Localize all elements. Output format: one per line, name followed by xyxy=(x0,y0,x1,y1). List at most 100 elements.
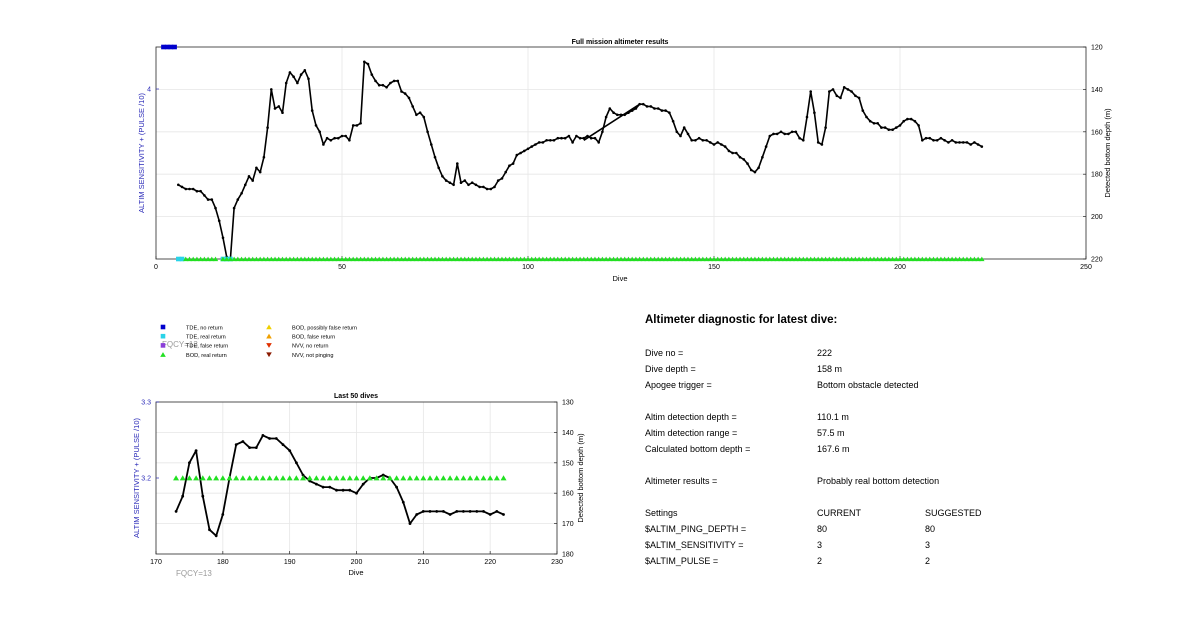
depth-point xyxy=(973,141,976,144)
depth-point xyxy=(188,461,191,465)
marker-bod-real-return xyxy=(335,256,341,262)
marker-bod-real-return xyxy=(584,256,591,262)
depth-point xyxy=(478,185,481,189)
setting-suggested: 3 xyxy=(925,540,931,550)
marker-bod-real-return xyxy=(700,256,706,262)
depth-point xyxy=(502,513,505,516)
marker-bod-real-return xyxy=(480,475,487,481)
marker-tde-no-return xyxy=(172,44,177,50)
depth-point xyxy=(965,141,969,144)
marker-bod-real-return xyxy=(949,256,955,262)
depth-point xyxy=(474,183,478,187)
depth-point xyxy=(418,111,422,114)
depth-point xyxy=(482,185,485,189)
depth-point xyxy=(485,187,489,191)
marker-bod-real-return xyxy=(607,256,613,262)
marker-bod-real-return xyxy=(500,475,507,481)
depth-point xyxy=(820,143,824,146)
marker-bod-real-return xyxy=(715,256,721,262)
marker-bod-real-return xyxy=(971,256,978,262)
right-tick-label: 160 xyxy=(1091,129,1103,136)
marker-bod-real-return xyxy=(454,256,461,262)
depth-point xyxy=(244,183,247,187)
depth-point xyxy=(174,510,178,513)
marker-bod-real-return xyxy=(331,256,338,262)
depth-point xyxy=(575,134,578,138)
depth-point xyxy=(906,117,909,121)
marker-bod-real-return xyxy=(871,256,877,262)
marker-bod-real-return xyxy=(908,256,914,262)
legend-tde-false-return-label: TDE, false return xyxy=(186,344,228,350)
depth-point xyxy=(482,510,485,513)
marker-bod-real-return xyxy=(302,256,308,262)
marker-bod-real-return xyxy=(510,256,516,262)
marker-bod-real-return xyxy=(233,475,240,481)
x-tick-label: 0 xyxy=(154,264,158,271)
depth-point xyxy=(180,185,184,189)
depth-point xyxy=(761,155,764,159)
depth-point xyxy=(716,141,719,144)
depth-point xyxy=(731,151,734,155)
marker-bod-real-return xyxy=(860,256,866,262)
depth-point xyxy=(768,134,772,138)
depth-point xyxy=(433,155,437,159)
depth-point xyxy=(463,179,467,182)
depth-point xyxy=(314,124,318,127)
settings-header: CURRENT xyxy=(817,508,861,518)
marker-bod-real-return xyxy=(320,475,327,481)
depth-point xyxy=(268,437,271,440)
depth-point xyxy=(727,149,731,153)
diag-value: 57.5 m xyxy=(817,428,845,438)
setting-suggested: 80 xyxy=(925,524,936,534)
marker-bod-real-return xyxy=(339,256,345,262)
right-tick-label: 180 xyxy=(562,552,574,559)
depth-point xyxy=(701,139,705,142)
depth-point xyxy=(236,198,240,201)
depth-point xyxy=(184,187,188,191)
depth-point xyxy=(511,162,515,165)
depth-point xyxy=(552,139,556,142)
marker-bod-real-return xyxy=(874,256,881,262)
marker-bod-real-return xyxy=(186,475,193,481)
legend-bod-false-return-label: BOD, false return xyxy=(292,335,335,341)
marker-bod-real-return xyxy=(316,256,323,262)
legend-tde-no-return-swatch xyxy=(160,324,166,330)
marker-bod-real-return xyxy=(967,256,974,262)
top-chart-ylabel-right: Detected bottom depth (m) xyxy=(1103,108,1112,198)
marker-bod-real-return xyxy=(688,256,695,262)
marker-bod-real-return xyxy=(476,256,483,262)
depth-point xyxy=(389,81,392,85)
right-tick-label: 130 xyxy=(562,400,574,407)
marker-bod-real-return xyxy=(566,256,572,262)
depth-point xyxy=(694,139,697,142)
depth-point xyxy=(194,449,198,452)
marker-bod-real-return xyxy=(804,256,810,262)
diag-label: Calculated bottom depth = xyxy=(645,444,751,454)
depth-point xyxy=(757,166,760,170)
marker-bod-real-return xyxy=(800,256,806,262)
marker-bod-real-return xyxy=(677,256,684,262)
marker-bod-real-return xyxy=(592,256,598,262)
depth-point xyxy=(961,141,965,144)
depth-point xyxy=(366,62,370,66)
setting-name: $ALTIM_PING_DEPTH = xyxy=(645,524,747,534)
depth-point xyxy=(567,134,571,138)
marker-bod-real-return xyxy=(343,256,349,262)
marker-bod-real-return xyxy=(305,256,312,262)
marker-bod-real-return xyxy=(927,256,933,262)
marker-bod-real-return xyxy=(562,256,568,262)
depth-point xyxy=(208,528,211,532)
depth-point xyxy=(381,473,385,477)
marker-bod-real-return xyxy=(733,256,740,262)
depth-point xyxy=(805,115,809,119)
marker-bod-real-return xyxy=(904,256,911,262)
marker-bod-real-return xyxy=(213,475,220,481)
legend-bod-false-return-swatch xyxy=(266,333,272,339)
marker-bod-real-return xyxy=(433,475,440,481)
marker-bod-real-return xyxy=(975,256,981,262)
depth-point xyxy=(563,136,567,140)
depth-point xyxy=(255,166,258,170)
depth-point xyxy=(411,105,415,108)
depth-point xyxy=(735,151,738,155)
